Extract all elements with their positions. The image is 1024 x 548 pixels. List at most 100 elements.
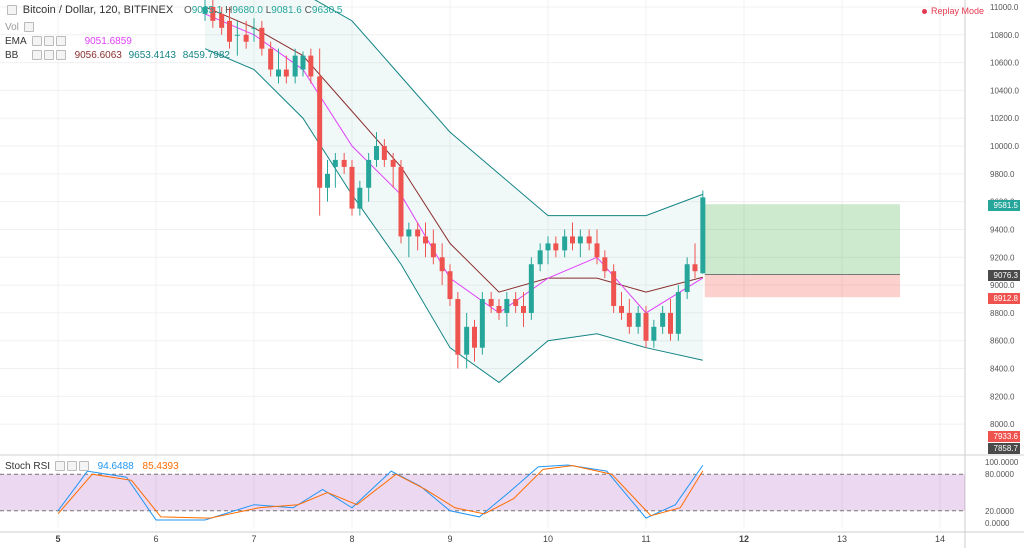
candle-body [251,27,257,29]
price-tick-label: 8800.0 [990,309,1015,318]
close-icon[interactable] [55,36,66,47]
bb-upper-line [314,0,704,217]
candle-body [349,166,355,209]
price-tick-label: 11000.0 [990,3,1019,12]
price-tick-label: 10800.0 [990,31,1019,40]
candle-body [366,159,372,188]
candle-body [464,326,470,355]
bb-lower-line [204,48,703,384]
candle-body [479,299,485,348]
candle-body [308,55,314,77]
candle-body [202,6,208,14]
last-price-tag: 9581.5 [988,200,1020,211]
position-loss-zone [704,274,900,298]
candle-body [651,326,657,341]
candle-body [398,166,404,237]
candle-body [545,243,551,251]
candle-body [268,48,274,70]
stoch-band [0,474,965,511]
candle-body [472,326,477,348]
collapse-icon[interactable] [7,5,17,16]
price-tick-label: 9800.0 [990,170,1015,179]
price-tick-label: 10400.0 [990,86,1019,95]
candle-body [447,271,453,300]
price-tick-label: 9400.0 [990,225,1015,234]
time-tick-label: 8 [349,534,354,544]
candle-body [626,312,632,327]
low-a-price-tag: 7933.6 [988,431,1020,442]
price-tick-label: 10200.0 [990,114,1019,123]
ohlc-high: 9680.0 [232,5,263,16]
candle-body [643,312,649,341]
symbol-title: Bitcoin / Dollar, 120, BITFINEX [22,4,174,16]
candle-body [675,292,681,334]
candle-body [430,243,436,258]
price-tick-label: 9000.0 [990,281,1015,290]
candle-body [521,305,526,313]
candle-body [553,243,559,251]
candle-body [227,20,232,42]
close-icon[interactable] [78,461,89,472]
candle-body [219,13,225,28]
settings-icon[interactable] [23,22,34,33]
candle-body [513,299,519,306]
stoch-label: Stoch RSI [5,461,51,472]
time-tick-label: 5 [55,534,60,544]
candle-body [700,197,706,274]
price-tick-label: 8000.0 [990,420,1015,429]
stoch-legend: Stoch RSI 94.6488 85.4393 [5,461,179,472]
settings-icon[interactable] [66,461,77,472]
candle-body [423,236,428,244]
candle-body [684,264,690,293]
stoch-tick-label: 80.0000 [985,470,1014,479]
candle-body [594,243,600,258]
candle-body [496,305,502,313]
settings-icon[interactable] [43,36,54,47]
eye-icon[interactable] [31,36,42,47]
candle-body [577,236,583,244]
price-tick-label: 10600.0 [990,59,1019,68]
candle-body [586,236,592,244]
price-tick-label: 8400.0 [990,365,1015,374]
eye-icon[interactable] [31,50,42,61]
candle-body [570,236,575,244]
candle-body [692,264,698,272]
candle-body [243,34,249,42]
price-tick-label: 9200.0 [990,253,1015,262]
eye-icon[interactable] [54,461,65,472]
entry-price-tag: 9076.3 [988,270,1020,281]
bb-basis-value: 9056.6063 [74,50,122,61]
candle-body [488,299,494,306]
candle-body [276,69,281,77]
price-tick-label: 8200.0 [990,392,1015,401]
price-tick-label: 10000.0 [990,142,1019,151]
candle-body [210,6,216,21]
ohlc-close: 9630.5 [311,5,343,16]
ohlc-open: 9085.1 [191,5,223,16]
candle-body [602,257,608,272]
candle-body [292,55,298,77]
settings-icon[interactable] [43,50,54,61]
candle-body [234,34,240,36]
candle-body [668,312,673,334]
candle-body [455,299,461,355]
ema-legend: EMA 9051.6859 [5,36,132,47]
candle-body [317,76,323,188]
candle-body [528,264,534,313]
replay-mode-badge[interactable]: Replay Mode [922,6,984,16]
bb-lower-value: 8459.7982 [182,50,230,61]
time-tick-label: 6 [153,534,158,544]
candle-body [374,146,379,160]
close-icon[interactable] [55,50,66,61]
candle-body [537,250,543,265]
candle-body [415,229,421,237]
stoch-tick-label: 20.0000 [985,507,1014,516]
candle-body [390,159,396,167]
low-b-price-tag: 7858.7 [988,443,1020,454]
volume-legend: Vol [5,22,34,33]
candle-body [439,257,445,272]
candle-body [619,305,624,313]
candle-body [660,312,666,327]
price-tick-label: 8600.0 [990,337,1015,346]
